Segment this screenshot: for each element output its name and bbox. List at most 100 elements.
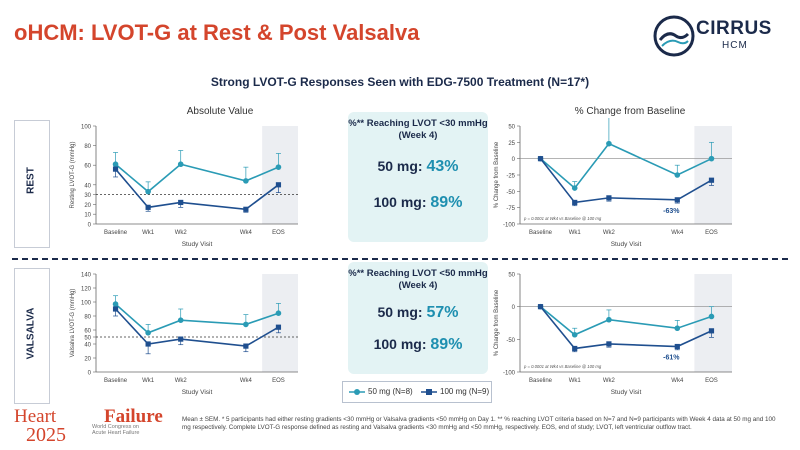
- rest-absolute-series-line: [114, 168, 279, 211]
- rest-absolute-point: [275, 182, 282, 188]
- cirrus-logo-icon: [653, 15, 695, 57]
- valsalva-change-ytick-label: 0: [512, 305, 516, 311]
- valsalva-change-x-axis-label: Study Visit: [611, 389, 642, 396]
- rest-50mg-label: 50 mg:: [377, 158, 427, 174]
- section-divider: [12, 258, 788, 260]
- rest-absolute-ytick-label: 100: [81, 125, 92, 131]
- logo-name: CIRRUS: [696, 18, 772, 39]
- valsalva-absolute-ytick-label: 50: [84, 336, 91, 342]
- rest-change-xtick-label: Baseline: [529, 230, 553, 236]
- rest-absolute-ytick-label: 60: [84, 164, 91, 170]
- valsalva-absolute-point: [178, 336, 184, 342]
- valsalva-change-xtick-label: Wk1: [569, 378, 582, 384]
- valsalva-absolute-ytick-label: 60: [84, 329, 91, 335]
- rest-change-point: [708, 177, 715, 183]
- rest-stat-week: (Week 4): [398, 130, 438, 141]
- rest-change-y-axis-label: % Change from Baseline: [494, 141, 500, 208]
- valsalva-change-point: [571, 331, 578, 338]
- rest-stat-50mg: 50 mg: 43%: [348, 158, 488, 176]
- valsalva-absolute-point: [243, 343, 249, 349]
- rest-change-point: [572, 199, 578, 206]
- valsalva-absolute-point: [145, 341, 151, 347]
- valsalva-absolute-series-line: [114, 308, 279, 347]
- rest-absolute-ytick-label: 20: [84, 203, 91, 209]
- valsalva-change-xtick-label: Wk2: [603, 378, 616, 384]
- valsalva-change-xtick-label: Baseline: [529, 378, 553, 384]
- rest-stat-box: %** Reaching LVOT <30 mmHg (Week 4) 50 m…: [348, 112, 488, 242]
- valsalva-change-data-label: -61%: [663, 355, 680, 362]
- footer-logo-caption: World Congress on Acute Heart Failure: [92, 424, 140, 436]
- percent-change-title: % Change from Baseline: [574, 106, 686, 117]
- valsalva-change-xtick-label: Wk4: [671, 378, 684, 384]
- rest-change-eos-shade: [694, 126, 732, 224]
- rest-absolute-point: [243, 178, 249, 184]
- rest-change-xtick-label: Wk4: [671, 230, 684, 236]
- rest-50mg-value: 43%: [426, 158, 459, 175]
- valsalva-stat-week: (Week 4): [398, 280, 438, 291]
- rest-100mg-label: 100 mg:: [373, 194, 431, 210]
- rest-absolute-xtick-label: EOS: [272, 230, 285, 236]
- rest-absolute-ytick-label: 10: [84, 213, 91, 219]
- rest-100mg-value: 89%: [430, 194, 463, 211]
- rest-change-point: [606, 195, 612, 201]
- valsalva-50mg-label: 50 mg:: [377, 304, 427, 320]
- rest-change-point: [571, 185, 578, 191]
- valsalva-change-point: [674, 325, 681, 332]
- rest-change-ytick-label: -75: [506, 206, 515, 212]
- valsalva-absolute-xtick-label: Wk1: [142, 378, 155, 384]
- valsalva-absolute-ytick-label: 140: [81, 273, 92, 279]
- rest-change-annotation: p = 0.0001 at Wk4 vs Baseline @ 100 mg: [523, 216, 602, 221]
- footer-logo-failure: Failure: [104, 406, 163, 427]
- footer-logo-heart: Heart: [14, 406, 57, 427]
- rest-change-point: [674, 197, 680, 203]
- valsalva-absolute-ytick-label: 20: [84, 357, 91, 363]
- rest-absolute-point: [178, 199, 184, 206]
- valsalva-change-series-line: [540, 306, 712, 336]
- valsalva-100mg-label: 100 mg:: [373, 336, 431, 352]
- rest-change-chart: -100 -75 -50 -25 0 25 50 Baseline Wk1 Wk2 Wk4 EOS St…: [494, 118, 732, 248]
- rest-absolute-xtick-label: Baseline: [104, 230, 128, 236]
- rest-change-ytick-label: 0: [512, 157, 516, 163]
- rest-absolute-xtick-label: Wk2: [175, 230, 188, 236]
- valsalva-change-point: [708, 313, 715, 320]
- rest-absolute-chart: 0 10 20 30 40 60 80 100 Baseline Wk1 Wk2 Wk4 EOS Stud…: [70, 125, 298, 248]
- rest-absolute-point: [275, 164, 282, 170]
- valsalva-change-point: [674, 343, 680, 350]
- rest-absolute-point: [112, 161, 119, 168]
- valsalva-change-annotation: p = 0.0001 at Wk4 vs Baseline @ 100 mg: [523, 364, 602, 369]
- rest-absolute-xtick-label: Wk4: [240, 230, 253, 236]
- rest-absolute-point: [177, 161, 184, 168]
- footnote: Mean ± SEM. * 5 participants had either …: [182, 416, 776, 431]
- valsalva-change-point: [606, 341, 612, 347]
- valsalva-change-y-axis-label: % Change from Baseline: [494, 289, 500, 356]
- valsalva-change-ytick-label: -100: [503, 371, 516, 377]
- valsalva-absolute-point: [177, 317, 184, 323]
- rest-change-point: [674, 172, 681, 178]
- chart-legend: 50 mg (N=8) 100 mg (N=9): [342, 381, 492, 403]
- valsalva-absolute-point: [112, 306, 119, 312]
- rest-stat-heading: %** Reaching LVOT <30 mmHg: [348, 118, 488, 129]
- valsalva-change-point: [537, 304, 544, 310]
- rest-row-label: REST: [25, 167, 37, 194]
- rest-absolute-y-axis-label: Resting LVOT-G (mmHg): [70, 142, 76, 209]
- valsalva-absolute-ytick-label: 120: [81, 287, 92, 293]
- rest-change-ytick-label: 50: [508, 125, 515, 131]
- rest-absolute-series-line: [115, 163, 279, 193]
- rest-absolute-ytick-label: 80: [84, 144, 91, 150]
- rest-absolute-point: [145, 188, 151, 195]
- legend-50mg-marker-icon: [349, 389, 365, 395]
- valsalva-absolute-point: [112, 301, 119, 307]
- rest-change-xtick-label: EOS: [705, 230, 718, 236]
- valsalva-absolute-xtick-label: Wk2: [175, 378, 188, 384]
- valsalva-absolute-ytick-label: 40: [84, 343, 91, 349]
- rest-change-point: [537, 156, 544, 162]
- rest-absolute-eos-shade: [262, 126, 298, 224]
- valsalva-absolute-ytick-label: 100: [81, 301, 92, 307]
- rest-absolute-ytick-label: 0: [88, 223, 92, 229]
- logo-subtitle: HCM: [722, 40, 748, 51]
- legend-100mg-label: 100 mg (N=9): [440, 387, 490, 396]
- legend-50mg-label: 50 mg (N=8): [368, 387, 413, 396]
- valsalva-absolute-point: [275, 310, 282, 316]
- valsalva-stat-box: %** Reaching LVOT <50 mmHg (Week 4) 50 m…: [348, 262, 488, 374]
